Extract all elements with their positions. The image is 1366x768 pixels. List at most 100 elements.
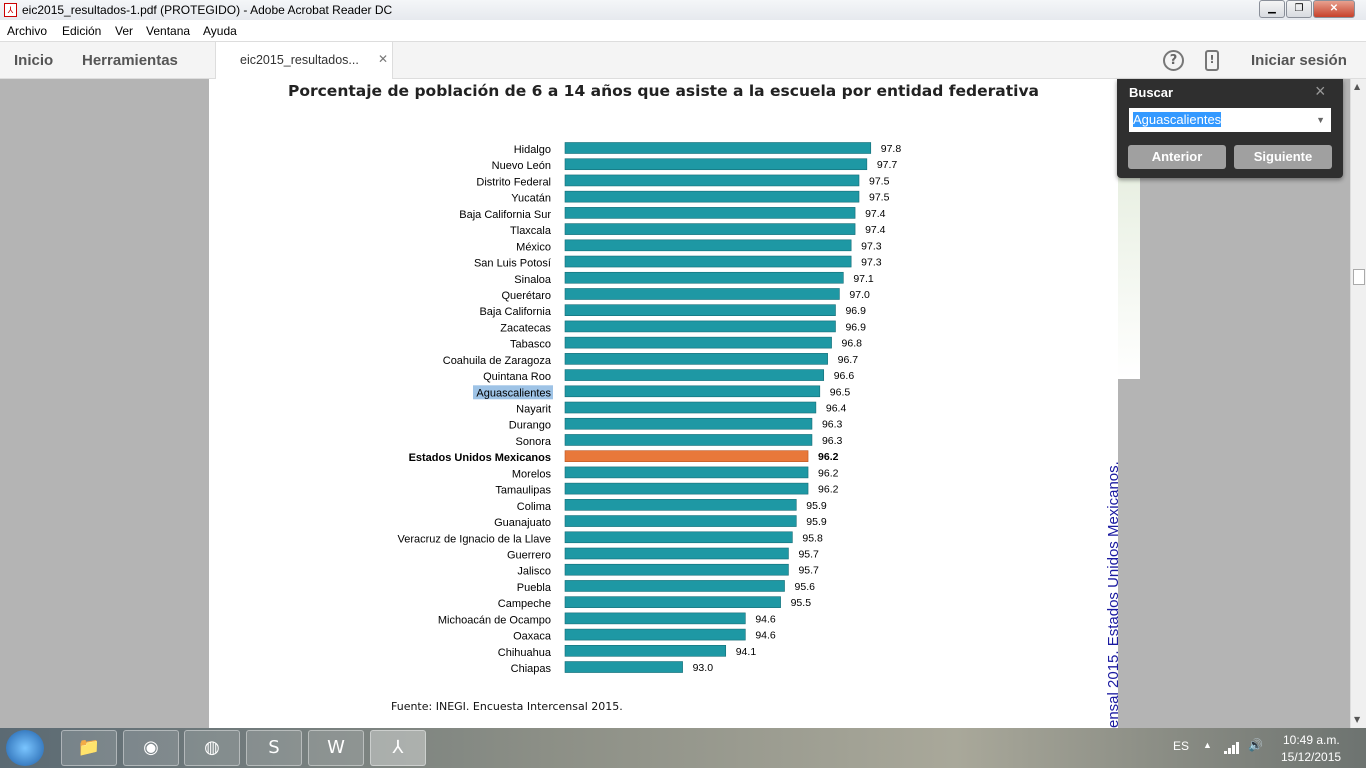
next-button[interactable]: Siguiente <box>1234 145 1332 169</box>
category-label: Querétaro <box>501 290 551 302</box>
category-label: Chiapas <box>511 663 552 675</box>
category-label: México <box>516 241 551 253</box>
bar <box>564 353 828 365</box>
value-label: 96.2 <box>818 467 839 479</box>
category-label: Veracruz de Ignacio de la Llave <box>398 533 552 545</box>
bar <box>564 174 860 187</box>
start-button[interactable] <box>6 730 44 766</box>
value-label: 96.5 <box>830 386 851 398</box>
network-icon[interactable] <box>1224 742 1240 754</box>
menu-edicion[interactable]: Edición <box>62 24 102 38</box>
close-find-icon[interactable]: × <box>1315 81 1326 101</box>
scroll-thumb[interactable] <box>1353 269 1365 285</box>
close-window-button[interactable]: ✕ <box>1313 0 1355 18</box>
menu-archivo[interactable]: Archivo <box>7 24 48 38</box>
value-label: 96.8 <box>842 338 863 350</box>
value-label: 95.6 <box>795 581 816 593</box>
category-label: Baja California <box>479 306 551 318</box>
scroll-up-icon[interactable]: ▲ <box>1354 82 1361 91</box>
value-label: 95.8 <box>802 532 823 544</box>
chevron-down-icon[interactable]: ▼ <box>1316 115 1325 125</box>
scroll-down-icon[interactable]: ▼ <box>1354 715 1361 724</box>
acrobat-taskbar-icon[interactable]: ⅄ <box>370 730 426 766</box>
category-label: Zacatecas <box>500 322 551 334</box>
chrome-taskbar-icon[interactable]: ◉ <box>123 730 179 766</box>
show-hidden-icons[interactable]: ▲ <box>1203 740 1212 750</box>
word-taskbar-icon[interactable]: W <box>308 730 364 766</box>
category-label: Puebla <box>517 582 552 594</box>
value-label: 96.3 <box>822 419 843 431</box>
maximize-button[interactable]: ❐ <box>1286 0 1312 18</box>
category-label: Colima <box>517 501 552 513</box>
menu-ventana[interactable]: Ventana <box>146 24 191 38</box>
close-tab-icon[interactable]: ✕ <box>378 52 389 66</box>
firefox-taskbar-icon[interactable]: ◍ <box>184 730 240 766</box>
skype-taskbar-icon[interactable]: S <box>246 730 302 766</box>
category-label: Nayarit <box>516 404 551 416</box>
category-label: Estados Unidos Mexicanos <box>409 452 551 464</box>
bar <box>564 190 860 203</box>
document-tab[interactable]: eic2015_resultados... ✕ <box>215 42 393 80</box>
clock-date[interactable]: 15/12/2015 <box>1281 750 1342 764</box>
bar <box>564 142 872 154</box>
bar <box>564 320 836 333</box>
sign-in-link[interactable]: Iniciar sesión <box>1251 52 1347 69</box>
bar <box>564 304 836 316</box>
bar <box>564 482 809 495</box>
previous-button[interactable]: Anterior <box>1128 145 1226 169</box>
bar <box>564 288 840 300</box>
volume-icon[interactable]: 🔊 <box>1248 738 1263 752</box>
mobile-link-icon[interactable]: ! <box>1205 50 1219 71</box>
side-caption: ensal 2015. Estados Unidos Mexicanos. <box>1105 461 1118 728</box>
help-icon[interactable]: ? <box>1163 50 1184 71</box>
bar <box>564 596 781 608</box>
value-label: 96.6 <box>834 370 855 382</box>
category-label: Coahuila de Zaragoza <box>443 355 552 367</box>
menu-ver[interactable]: Ver <box>115 24 134 38</box>
value-label: 94.6 <box>755 613 776 625</box>
bar <box>564 645 727 657</box>
value-label: 94.1 <box>736 646 757 658</box>
value-label: 97.0 <box>849 289 870 301</box>
value-label: 97.4 <box>865 208 886 220</box>
category-label: Distrito Federal <box>476 176 551 188</box>
bar-national <box>564 450 809 462</box>
explorer-taskbar-icon[interactable]: 📁 <box>61 730 117 766</box>
category-label: Durango <box>509 420 551 432</box>
tab-inicio[interactable]: Inicio <box>14 52 54 69</box>
category-label: Michoacán de Ocampo <box>438 614 551 626</box>
bar <box>564 531 793 544</box>
value-label: 96.4 <box>826 403 847 415</box>
bar <box>564 369 825 381</box>
bar <box>564 385 821 398</box>
bar <box>564 547 789 560</box>
bar <box>564 223 856 235</box>
category-label: Guanajuato <box>494 517 551 529</box>
value-label: 97.7 <box>877 159 898 171</box>
window-title: eic2015_resultados-1.pdf (PROTEGIDO) - A… <box>22 3 393 17</box>
bar <box>564 515 797 527</box>
category-label: San Luis Potosí <box>474 258 551 270</box>
category-label: Campeche <box>498 598 551 610</box>
find-input[interactable]: Aguascalientes ▼ <box>1129 108 1331 132</box>
bar <box>564 158 868 171</box>
category-label: Nuevo León <box>492 160 551 172</box>
taskbar: 📁 ◉ ◍ S W ⅄ ES ▲ 🔊 10:49 a.m. 15/12/2015 <box>0 728 1366 768</box>
tab-herramientas[interactable]: Herramientas <box>82 52 178 69</box>
value-label: 95.9 <box>806 500 827 512</box>
category-label: Chihuahua <box>498 647 552 659</box>
category-label: Quintana Roo <box>483 371 551 383</box>
category-label: Tamaulipas <box>495 485 551 497</box>
category-label: Oaxaca <box>513 631 552 643</box>
minimize-button[interactable]: ▁ <box>1259 0 1285 18</box>
language-indicator[interactable]: ES <box>1173 739 1190 753</box>
category-label: Tlaxcala <box>510 225 552 237</box>
value-label: 95.9 <box>806 516 827 528</box>
bar <box>564 580 785 592</box>
clock-time[interactable]: 10:49 a.m. <box>1283 733 1340 747</box>
bar <box>564 628 746 641</box>
menu-ayuda[interactable]: Ayuda <box>203 24 237 38</box>
bar <box>564 271 844 284</box>
vertical-scrollbar[interactable]: ▲ ▼ <box>1350 79 1366 728</box>
category-label: Sonora <box>516 436 552 448</box>
